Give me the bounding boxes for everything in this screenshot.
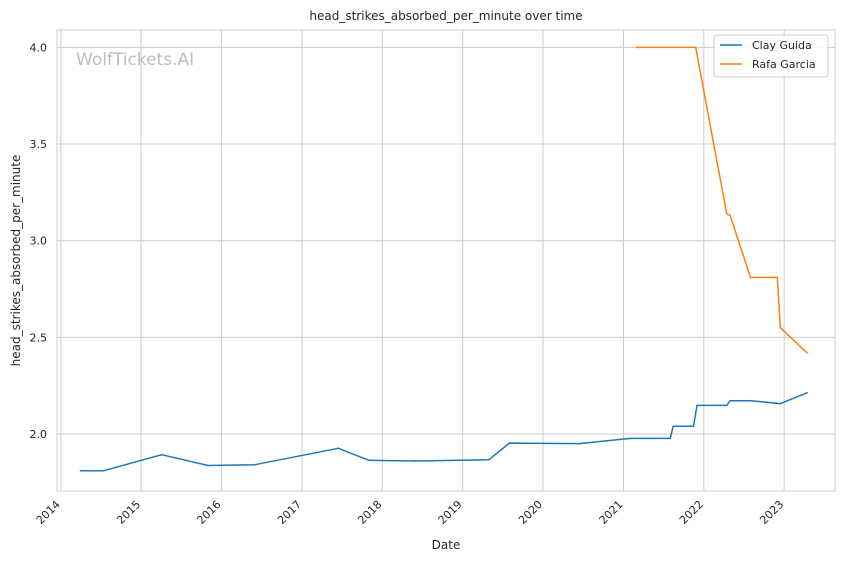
- x-tick-label: 2017: [275, 498, 304, 527]
- legend: Clay Guida Rafa Garcia: [713, 34, 829, 78]
- data-point-clay-guida: [779, 402, 782, 405]
- watermark: WolfTickets.AI: [76, 50, 194, 70]
- data-point-clay-guida: [725, 404, 728, 407]
- data-point-clay-guida: [669, 437, 671, 440]
- data-point-rafa-garcia: [729, 214, 732, 217]
- data-point-clay-guida: [337, 447, 340, 450]
- x-tick-label: 2020: [516, 498, 545, 527]
- legend-label-rafa-garcia: Rafa Garcia: [752, 58, 816, 71]
- data-point-clay-guida: [749, 399, 752, 402]
- data-point-rafa-garcia: [779, 326, 782, 329]
- series-line-rafa-garcia: [636, 46, 808, 354]
- grid: [57, 30, 835, 491]
- data-point-rafa-garcia: [776, 276, 779, 279]
- x-axis-ticks: 2014 2015 2016 2017 2018 2019 2020 2021 2022 2023: [34, 498, 786, 527]
- chart-title: head_strikes_absorbed_per_minute over ti…: [309, 9, 582, 23]
- y-tick-label: 3.5: [30, 138, 48, 151]
- data-point-clay-guida: [672, 425, 675, 428]
- data-point-clay-guida: [254, 463, 256, 466]
- data-point-rafa-garcia: [749, 276, 752, 279]
- y-tick-label: 4.0: [30, 41, 48, 54]
- x-tick-label: 2015: [114, 498, 143, 527]
- x-tick-label: 2016: [195, 498, 224, 527]
- data-point-rafa-garcia: [725, 212, 728, 215]
- series-layer: [79, 46, 808, 472]
- data-point-clay-guida: [629, 437, 632, 440]
- data-point-clay-guida: [806, 392, 808, 394]
- data-point-rafa-garcia: [694, 46, 697, 49]
- y-axis-ticks: 2.0 2.5 3.0 3.5 4.0: [30, 41, 48, 441]
- data-point-clay-guida: [102, 469, 105, 472]
- x-tick-label: 2021: [597, 498, 626, 527]
- x-tick-label: 2023: [757, 498, 786, 527]
- y-tick-label: 2.5: [30, 331, 48, 344]
- data-point-clay-guida: [368, 459, 370, 462]
- data-point-rafa-garcia: [635, 46, 638, 49]
- x-tick-label: 2018: [355, 498, 384, 527]
- data-point-clay-guida: [79, 469, 82, 472]
- x-axis-label: Date: [432, 538, 461, 552]
- data-point-clay-guida: [160, 453, 163, 456]
- legend-box: [713, 34, 829, 78]
- data-point-clay-guida: [508, 442, 511, 444]
- data-point-clay-guida: [414, 460, 417, 462]
- plot-frame: [56, 29, 836, 492]
- y-tick-label: 2.0: [30, 428, 48, 441]
- series-line-clay-guida: [80, 392, 808, 472]
- data-point-clay-guida: [578, 442, 581, 445]
- data-point-rafa-garcia: [806, 351, 808, 354]
- legend-label-clay-guida: Clay Guida: [752, 39, 812, 52]
- data-point-clay-guida: [692, 425, 695, 428]
- x-tick-label: 2014: [34, 498, 63, 527]
- y-axis-label: head_strikes_absorbed_per_minute: [9, 155, 23, 367]
- data-point-clay-guida: [696, 404, 698, 407]
- x-tick-label: 2022: [677, 498, 706, 527]
- data-point-clay-guida: [207, 464, 209, 467]
- y-tick-label: 3.0: [30, 235, 48, 248]
- x-tick-label: 2019: [436, 498, 465, 527]
- data-point-clay-guida: [488, 458, 490, 461]
- data-point-clay-guida: [729, 399, 732, 402]
